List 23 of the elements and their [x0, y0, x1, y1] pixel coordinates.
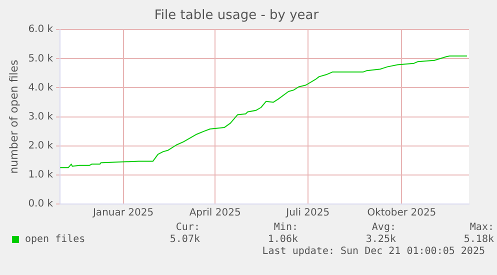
- y-tick-label: 1.0 k: [28, 170, 54, 181]
- text: 3.25k: [364, 234, 397, 245]
- text: 1.06k: [266, 234, 299, 245]
- x-tick-label: Januar 2025: [92, 208, 154, 219]
- x-tick-label: Oktober 2025: [367, 208, 436, 219]
- y-tick-label: 4.0 k: [28, 82, 54, 94]
- y-axis-title: number of open files: [7, 60, 20, 174]
- y-tick-label: 5.0 k: [28, 53, 54, 64]
- chart-title: File table usage - by year: [154, 8, 320, 24]
- x-tick-label: April 2025: [189, 208, 241, 219]
- text: Avg:: [370, 222, 397, 233]
- y-tick-label: 6.0 k: [28, 24, 54, 36]
- x-tick-label: Juli 2025: [285, 208, 330, 219]
- y-tick-label: 3.0 k: [28, 111, 54, 122]
- y-tick-label: 0.0 k: [28, 198, 54, 210]
- y-tick-label: 2.0 k: [28, 140, 54, 152]
- text: Min:: [272, 222, 299, 233]
- text: Last update: Sun Dec 21 01:00:05 2025: [261, 246, 485, 257]
- text: Max:: [468, 222, 495, 233]
- text: 5.07k: [168, 234, 201, 245]
- legend-label: open files: [25, 234, 86, 245]
- text: 5.18k: [462, 234, 495, 245]
- text: Cur:: [174, 222, 201, 233]
